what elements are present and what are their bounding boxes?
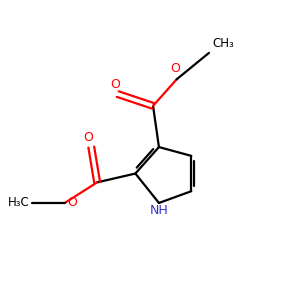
Text: O: O [170,62,180,75]
Text: O: O [67,196,77,209]
Text: O: O [110,78,120,91]
Text: NH: NH [150,204,168,218]
Text: O: O [83,131,93,144]
Text: H₃C: H₃C [8,196,29,209]
Text: CH₃: CH₃ [212,37,234,50]
